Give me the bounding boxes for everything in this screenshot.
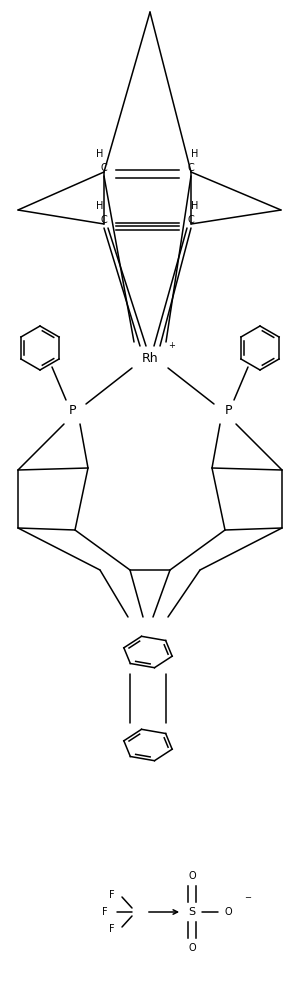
Text: Rh: Rh <box>142 351 158 365</box>
Text: P: P <box>68 403 76 416</box>
Text: H: H <box>191 149 199 159</box>
Text: C: C <box>188 163 194 173</box>
Text: C: C <box>100 215 107 225</box>
Text: H: H <box>96 149 104 159</box>
Text: O: O <box>224 907 232 917</box>
Text: H: H <box>96 201 104 211</box>
Text: C: C <box>188 215 194 225</box>
Text: +: + <box>169 341 176 350</box>
Text: F: F <box>109 924 115 934</box>
Text: H: H <box>191 201 199 211</box>
Text: P: P <box>224 403 232 416</box>
Text: O: O <box>188 871 196 881</box>
Text: F: F <box>109 890 115 900</box>
Text: F: F <box>102 907 108 917</box>
Text: S: S <box>188 907 196 917</box>
Text: C: C <box>100 163 107 173</box>
Text: O: O <box>188 943 196 953</box>
Text: −: − <box>244 893 251 902</box>
